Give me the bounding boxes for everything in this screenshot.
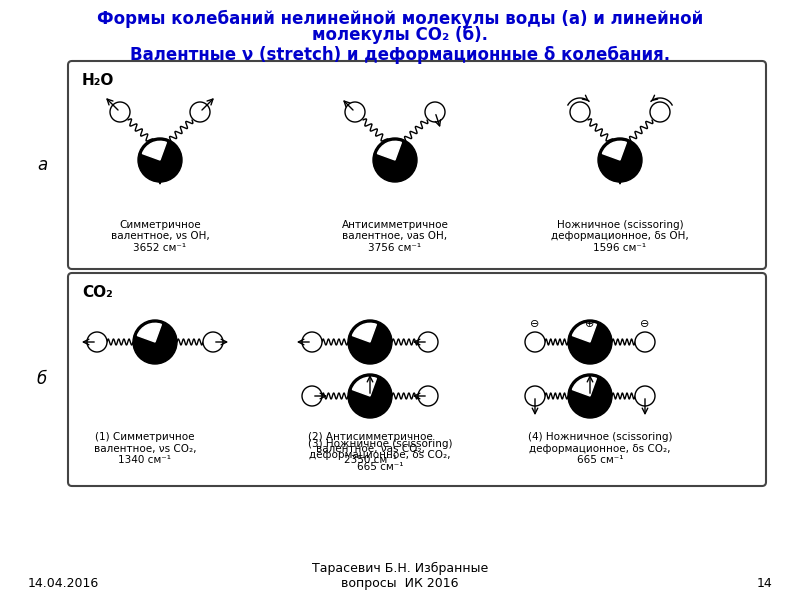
Circle shape [568, 320, 612, 364]
Circle shape [190, 102, 210, 122]
FancyBboxPatch shape [68, 61, 766, 269]
Wedge shape [142, 142, 166, 160]
Text: молекулы CO₂ (б).: молекулы CO₂ (б). [312, 26, 488, 44]
Circle shape [525, 386, 545, 406]
Text: (4) Ножничное (scissoring)
деформационное, δs CO₂,
665 см⁻¹: (4) Ножничное (scissoring) деформационно… [528, 432, 672, 465]
Circle shape [110, 102, 130, 122]
Text: Валентные ν (stretch) и деформационные δ колебания.: Валентные ν (stretch) и деформационные δ… [130, 46, 670, 64]
Text: ⊕: ⊕ [586, 319, 594, 329]
Text: (2) Антисимметричное
валентное, νas CO₂,
2350 см⁻¹: (2) Антисимметричное валентное, νas CO₂,… [308, 432, 432, 465]
Text: (3) Ножничное (scissoring)
деформационное, δs CO₂,
665 см⁻¹: (3) Ножничное (scissoring) деформационно… [308, 439, 452, 472]
Wedge shape [353, 377, 376, 396]
Circle shape [348, 374, 392, 418]
Wedge shape [138, 323, 162, 342]
Wedge shape [378, 142, 402, 160]
Circle shape [570, 102, 590, 122]
Circle shape [635, 386, 655, 406]
Text: Формы колебаний нелинейной молекулы воды (а) и линейной: Формы колебаний нелинейной молекулы воды… [97, 10, 703, 28]
Wedge shape [573, 323, 596, 342]
Circle shape [425, 102, 445, 122]
Circle shape [133, 320, 177, 364]
Circle shape [650, 102, 670, 122]
Text: б: б [37, 370, 47, 389]
Circle shape [203, 332, 223, 352]
Text: ⊖: ⊖ [530, 319, 540, 329]
Text: Симметричное
валентное, νs OH,
3652 см⁻¹: Симметричное валентное, νs OH, 3652 см⁻¹ [110, 220, 210, 253]
Text: Антисимметричное
валентное, νas OH,
3756 см⁻¹: Антисимметричное валентное, νas OH, 3756… [342, 220, 449, 253]
Text: а: а [37, 156, 47, 174]
Text: 14.04.2016: 14.04.2016 [28, 577, 99, 590]
Text: ⊖: ⊖ [640, 319, 650, 329]
Text: (1) Симметричное
валентное, νs CO₂,
1340 см⁻¹: (1) Симметричное валентное, νs CO₂, 1340… [94, 432, 196, 465]
Circle shape [302, 332, 322, 352]
Text: CO₂: CO₂ [82, 285, 113, 300]
Circle shape [348, 320, 392, 364]
Circle shape [138, 138, 182, 182]
FancyBboxPatch shape [68, 273, 766, 486]
Circle shape [525, 332, 545, 352]
Text: 14: 14 [756, 577, 772, 590]
Wedge shape [602, 142, 626, 160]
Circle shape [87, 332, 107, 352]
Text: Тарасевич Б.Н. Избранные
вопросы  ИК 2016: Тарасевич Б.Н. Избранные вопросы ИК 2016 [312, 562, 488, 590]
Text: Ножничное (scissoring)
деформационное, δs OH,
1596 см⁻¹: Ножничное (scissoring) деформационное, δ… [551, 220, 689, 253]
Wedge shape [353, 323, 376, 342]
Circle shape [418, 332, 438, 352]
Circle shape [598, 138, 642, 182]
Circle shape [373, 138, 417, 182]
Circle shape [302, 386, 322, 406]
Text: H₂O: H₂O [82, 73, 114, 88]
Circle shape [418, 386, 438, 406]
Circle shape [345, 102, 365, 122]
Circle shape [635, 332, 655, 352]
Wedge shape [573, 377, 596, 396]
Circle shape [568, 374, 612, 418]
